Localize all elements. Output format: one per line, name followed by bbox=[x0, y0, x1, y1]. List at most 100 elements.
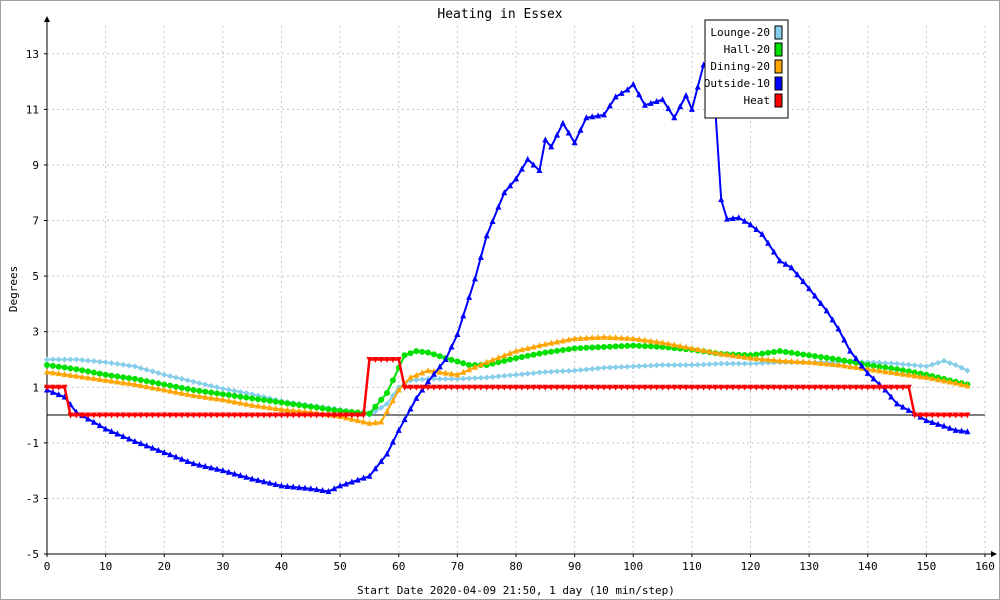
data-point bbox=[460, 384, 467, 391]
data-point bbox=[61, 370, 68, 377]
data-point bbox=[518, 353, 525, 360]
data-point bbox=[641, 343, 648, 350]
data-point bbox=[190, 392, 197, 399]
data-point bbox=[940, 422, 947, 429]
data-point bbox=[724, 351, 731, 358]
data-point bbox=[442, 384, 449, 391]
data-point bbox=[677, 384, 684, 391]
data-point bbox=[800, 384, 807, 391]
data-point bbox=[284, 482, 291, 489]
data-point bbox=[401, 352, 408, 359]
data-point bbox=[460, 360, 467, 367]
data-point bbox=[641, 362, 648, 369]
data-point bbox=[143, 378, 150, 385]
data-point bbox=[284, 400, 291, 407]
data-point bbox=[196, 412, 203, 419]
data-point bbox=[378, 356, 385, 363]
data-point bbox=[507, 356, 514, 363]
data-point bbox=[155, 446, 162, 453]
data-point bbox=[184, 412, 191, 419]
data-point bbox=[313, 412, 320, 419]
data-point bbox=[735, 352, 742, 359]
data-point bbox=[249, 412, 256, 419]
data-point bbox=[671, 114, 678, 121]
data-point bbox=[735, 214, 742, 221]
data-point bbox=[935, 420, 942, 427]
data-point bbox=[559, 119, 566, 126]
data-point bbox=[530, 370, 537, 377]
series-layer bbox=[44, 58, 971, 494]
data-point bbox=[864, 362, 871, 369]
data-point bbox=[958, 380, 965, 387]
data-point bbox=[196, 392, 203, 399]
data-point bbox=[847, 363, 854, 370]
data-point bbox=[389, 377, 396, 384]
data-point bbox=[794, 384, 801, 391]
data-point bbox=[577, 334, 584, 341]
data-point bbox=[489, 217, 496, 224]
data-point bbox=[366, 410, 373, 417]
data-point bbox=[149, 412, 156, 419]
data-point bbox=[577, 126, 584, 133]
legend-swatch bbox=[774, 59, 783, 74]
data-point bbox=[917, 412, 924, 419]
data-point bbox=[249, 401, 256, 408]
data-point bbox=[507, 384, 514, 391]
data-point bbox=[442, 355, 449, 362]
data-point bbox=[536, 384, 543, 391]
data-point bbox=[348, 415, 355, 422]
data-point bbox=[149, 444, 156, 451]
data-point bbox=[595, 344, 602, 351]
data-point bbox=[524, 384, 531, 391]
data-point bbox=[325, 487, 332, 494]
data-point bbox=[96, 422, 103, 429]
data-point bbox=[143, 383, 150, 390]
data-point bbox=[647, 384, 654, 391]
data-point bbox=[548, 339, 555, 346]
data-point bbox=[536, 342, 543, 349]
data-point bbox=[870, 366, 877, 373]
data-point bbox=[876, 384, 883, 391]
data-point bbox=[378, 457, 385, 464]
data-point bbox=[770, 384, 777, 391]
data-point bbox=[624, 363, 631, 370]
y-tick-label: -1 bbox=[26, 437, 39, 450]
data-point bbox=[518, 346, 525, 353]
data-point bbox=[835, 356, 842, 363]
legend-box bbox=[704, 19, 789, 119]
data-point bbox=[501, 357, 508, 364]
data-point bbox=[430, 384, 437, 391]
data-point bbox=[724, 360, 731, 367]
data-point bbox=[589, 344, 596, 351]
data-point bbox=[108, 372, 115, 379]
data-point bbox=[706, 384, 713, 391]
data-point bbox=[853, 355, 860, 362]
data-point bbox=[952, 362, 959, 369]
data-point bbox=[90, 358, 97, 365]
data-point bbox=[636, 91, 643, 98]
data-point bbox=[313, 486, 320, 493]
y-tick-label: 1 bbox=[32, 381, 39, 394]
data-point bbox=[653, 362, 660, 369]
data-point bbox=[647, 99, 654, 106]
x-tick-label: 130 bbox=[799, 560, 819, 573]
data-point bbox=[929, 375, 936, 382]
data-point bbox=[513, 371, 519, 378]
data-point bbox=[85, 374, 92, 381]
data-point bbox=[102, 371, 109, 378]
data-point bbox=[636, 342, 643, 349]
data-point bbox=[337, 407, 344, 414]
data-point bbox=[489, 356, 496, 363]
data-point bbox=[946, 378, 953, 385]
data-point bbox=[120, 412, 127, 419]
data-point bbox=[583, 344, 590, 351]
data-point bbox=[436, 375, 443, 382]
data-point bbox=[817, 353, 824, 360]
data-point bbox=[548, 368, 555, 375]
data-point bbox=[389, 356, 396, 363]
data-point bbox=[641, 384, 648, 391]
data-point bbox=[753, 351, 760, 358]
data-point bbox=[595, 112, 602, 119]
data-point bbox=[683, 384, 690, 391]
